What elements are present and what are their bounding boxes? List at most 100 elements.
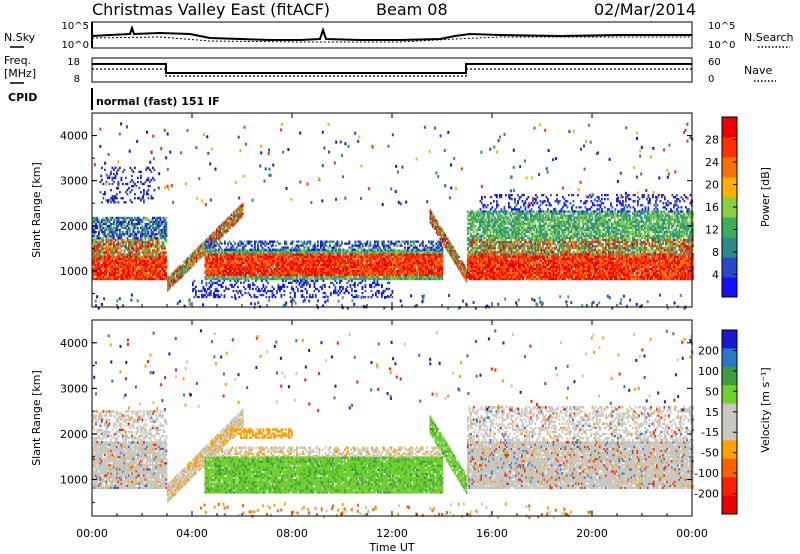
power-cell (136, 245, 138, 247)
power-cell (140, 177, 142, 179)
power-cell (242, 205, 244, 207)
power-cell (98, 231, 100, 233)
power-cell (119, 268, 121, 270)
power-cell (148, 219, 150, 221)
power-cell (136, 243, 138, 245)
power-cell (118, 219, 120, 221)
power-cell (112, 255, 114, 257)
power-cell (161, 223, 163, 225)
power-cell (106, 268, 108, 270)
power-cell (149, 247, 151, 249)
date-label: 02/Mar/2014 (594, 0, 696, 19)
power-cell (230, 270, 232, 272)
power-cell (166, 262, 168, 264)
power-cell (104, 169, 106, 171)
power-cell (106, 235, 108, 237)
power-cell (115, 274, 117, 276)
power-cell (131, 233, 133, 235)
power-cell (218, 268, 220, 270)
cpid-label: CPID (8, 91, 37, 104)
power-cell (166, 217, 168, 219)
power-cell (161, 276, 163, 278)
power-cell (94, 235, 96, 237)
power-cell (160, 217, 162, 219)
power-cell (103, 183, 105, 185)
power-cell (217, 254, 219, 256)
power-cell (154, 179, 156, 181)
power-cell (94, 237, 96, 239)
power-cell (166, 251, 168, 253)
power-cell (130, 167, 132, 169)
power-cell (143, 183, 145, 185)
power-cell (148, 189, 150, 191)
nave-tick-bottom: 0 (708, 74, 714, 85)
power-cell (116, 227, 118, 229)
power-cell (100, 243, 102, 245)
power-cell (133, 181, 135, 183)
power-cell (152, 239, 154, 241)
power-cell (148, 231, 150, 233)
power-cell (131, 179, 133, 181)
power-cell (98, 247, 100, 249)
power-cell (242, 213, 244, 215)
power-cell (149, 169, 151, 171)
power-cell (158, 255, 160, 257)
power-cell (166, 223, 168, 225)
power-cell (196, 261, 198, 263)
power-cell (142, 225, 144, 227)
power-cell (122, 243, 124, 245)
power-cell (146, 225, 148, 227)
power-cell (104, 231, 106, 233)
power-cell (166, 221, 168, 223)
power-cell (152, 177, 154, 179)
power-cell (142, 247, 144, 249)
power-cell (112, 249, 114, 251)
power-cell (110, 189, 112, 191)
power-cell (149, 185, 151, 187)
power-cell (101, 270, 103, 272)
power-cell (233, 260, 235, 262)
power-cell (140, 171, 142, 173)
power-cell (119, 191, 121, 193)
power-cell (139, 187, 141, 189)
power-cell (139, 251, 141, 253)
noise-tick-top-right: 10^5 (708, 21, 735, 32)
power-cell (133, 229, 135, 231)
power-cell (166, 258, 168, 260)
power-cell (113, 241, 115, 243)
power-cell (163, 241, 165, 243)
noise-tick-bottom-right: 10^0 (708, 40, 735, 51)
power-cell (158, 268, 160, 270)
power-cell (121, 255, 123, 257)
power-cell (112, 179, 114, 181)
power-cell (140, 181, 142, 183)
power-cell (154, 169, 156, 171)
power-cell (166, 266, 168, 268)
frequency-panel: 18 8 60 0 Freq. [MHz] Nave (4, 54, 776, 85)
power-cell (124, 255, 126, 257)
power-cell (130, 227, 132, 229)
nave-tick-top: 60 (708, 57, 721, 68)
power-cell (133, 272, 135, 274)
power-cell (124, 223, 126, 225)
power-cell (209, 258, 211, 260)
power-cell (116, 171, 118, 173)
power-cell (121, 235, 123, 237)
power-cell (208, 268, 210, 270)
power-cell (124, 251, 126, 253)
power-cell (163, 249, 165, 251)
power-cell (242, 203, 244, 205)
power-cell (214, 276, 216, 278)
power-cell (113, 253, 115, 255)
power-cell (100, 191, 102, 193)
beam-label: Beam 08 (376, 0, 448, 19)
power-cell (109, 221, 111, 223)
power-cell (217, 256, 219, 258)
power-cell (152, 241, 154, 243)
power-cell (148, 177, 150, 179)
power-cell (118, 225, 120, 227)
power-cell (242, 209, 244, 211)
power-cell (151, 195, 153, 197)
power-cell (103, 239, 105, 241)
power-cell (163, 243, 165, 245)
